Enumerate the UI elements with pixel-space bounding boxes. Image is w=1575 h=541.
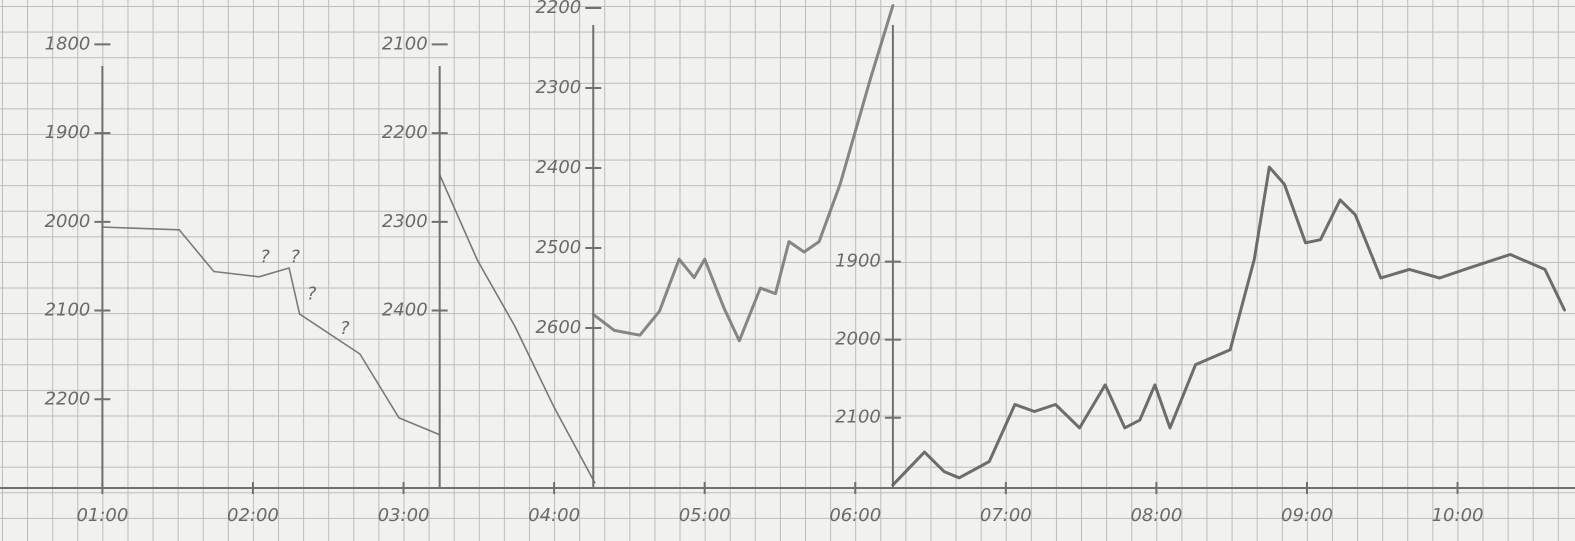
y-tick-label: 2200 — [45, 388, 91, 409]
y-tick-label: 2200 — [382, 122, 428, 143]
x-tick-label: 02:00 — [227, 505, 279, 526]
y-tick-label: 2100 — [45, 300, 91, 321]
y-tick-label: 2600 — [535, 317, 581, 338]
y-tick-label: 2500 — [535, 237, 581, 258]
y-tick-label: 2400 — [535, 157, 581, 178]
y-tick-label: 2300 — [535, 77, 581, 98]
x-tick-label: 05:00 — [679, 505, 731, 526]
x-tick-label: 07:00 — [980, 505, 1032, 526]
x-tick-label: 06:00 — [829, 505, 881, 526]
x-tick-label: 01:00 — [76, 505, 128, 526]
y-tick-label: 2200 — [535, 0, 581, 18]
annotation: ? — [340, 318, 350, 339]
y-tick-label: 2000 — [835, 329, 881, 350]
y-tick-label: 1800 — [45, 33, 91, 54]
y-tick-label: 2400 — [382, 300, 428, 321]
annotation: ? — [307, 284, 317, 305]
y-tick-label: 1900 — [45, 122, 91, 143]
y-tick-label: 2100 — [835, 407, 881, 428]
x-tick-label: 09:00 — [1281, 505, 1333, 526]
x-tick-label: 03:00 — [378, 505, 430, 526]
data-line — [591, 4, 895, 343]
y-tick-label: 1900 — [835, 251, 881, 272]
data-line — [438, 174, 596, 484]
annotation: ? — [290, 246, 300, 267]
data-line — [101, 226, 441, 436]
annotation: ? — [260, 246, 270, 267]
y-tick-label: 2300 — [382, 211, 428, 232]
x-tick-label: 08:00 — [1130, 505, 1182, 526]
x-tick-label: 10:00 — [1432, 505, 1484, 526]
y-tick-label: 2000 — [45, 211, 91, 232]
y-tick-label: 2100 — [382, 33, 428, 54]
data-line — [891, 165, 1566, 487]
x-tick-label: 04:00 — [528, 505, 580, 526]
